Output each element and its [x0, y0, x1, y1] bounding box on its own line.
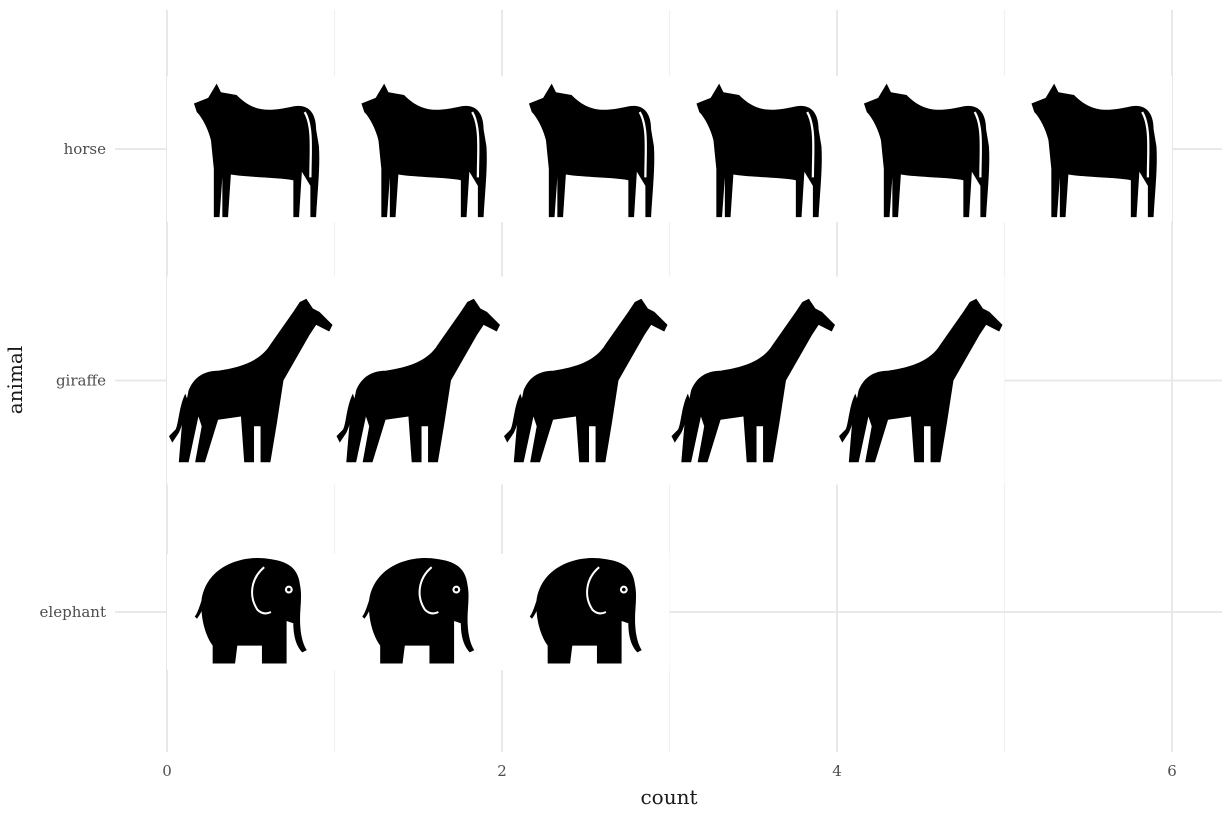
bar-horse [167, 76, 1172, 222]
y-tick-label: horse [64, 140, 107, 158]
pictogram-bars [167, 76, 1172, 670]
x-axis-title: count [640, 785, 697, 809]
y-axis-ticks: elephant giraffe horse [40, 140, 107, 621]
x-axis-ticks: 0 2 4 6 [162, 762, 1177, 780]
y-tick-label: giraffe [56, 372, 106, 390]
bar-elephant [167, 554, 670, 670]
x-tick-label: 6 [1167, 762, 1177, 780]
bar-giraffe [167, 276, 1005, 485]
x-tick-label: 4 [832, 762, 842, 780]
x-tick-label: 0 [162, 762, 172, 780]
x-tick-label: 2 [497, 762, 507, 780]
y-axis-title: animal [3, 346, 27, 415]
y-tick-label: elephant [40, 603, 106, 621]
